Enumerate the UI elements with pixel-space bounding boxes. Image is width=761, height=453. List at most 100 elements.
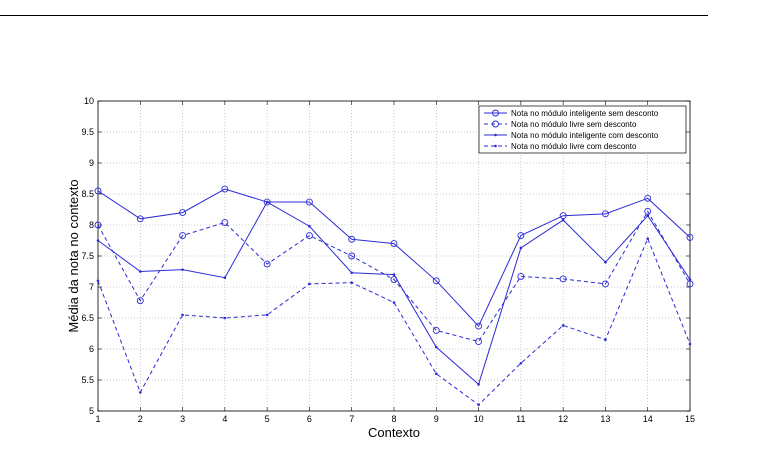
data-point [604, 338, 607, 342]
data-point [601, 280, 609, 288]
y-tick-label: 5.5 [81, 375, 94, 385]
data-point [644, 207, 652, 215]
series-3 [96, 200, 692, 386]
y-tick-label: 5 [89, 406, 94, 416]
series-layer [94, 185, 694, 407]
data-point [136, 215, 144, 223]
x-tick-label: 14 [643, 414, 653, 424]
data-point [686, 233, 694, 241]
data-point [350, 281, 354, 284]
legend-box [478, 105, 687, 154]
data-point [477, 383, 480, 386]
series-line [97, 237, 691, 406]
x-tick-label: 11 [516, 414, 525, 424]
legend-marker [492, 109, 499, 117]
y-tick-label: 9 [89, 158, 94, 168]
x-tick-label: 15 [685, 414, 695, 424]
legend-entry: Nota no módulo inteligente sem desconto [511, 109, 659, 118]
series-line [97, 210, 691, 343]
series-2 [94, 207, 694, 346]
data-point [559, 212, 567, 220]
x-tick-label: 12 [558, 414, 568, 424]
data-point [305, 198, 313, 206]
data-point [434, 345, 438, 349]
data-point [475, 338, 483, 346]
data-point [138, 270, 142, 273]
x-tick-label: 2 [138, 414, 143, 424]
data-point [519, 361, 523, 365]
x-tick-label: 9 [434, 414, 439, 424]
series-4 [96, 237, 692, 407]
data-point [223, 276, 227, 280]
data-point [221, 185, 229, 193]
data-point [561, 324, 565, 327]
data-point [604, 260, 607, 264]
y-tick-label: 6.5 [81, 313, 94, 323]
y-tick-label: 6 [89, 344, 94, 354]
x-axis-label: Contexto [368, 425, 420, 440]
y-tick-label: 7 [89, 282, 94, 292]
legend-entry: Nota no módulo inteligente com desconto [511, 131, 659, 140]
data-point [646, 237, 650, 240]
data-point [601, 210, 609, 218]
y-tick-label: 8.5 [81, 189, 94, 199]
x-tick-label: 1 [95, 414, 100, 424]
data-point [392, 273, 396, 276]
data-point [348, 252, 356, 260]
data-point [559, 275, 567, 283]
legend-marker [494, 133, 497, 137]
data-point [179, 209, 187, 217]
data-point [181, 268, 184, 271]
data-point [179, 232, 187, 239]
data-point [136, 297, 144, 305]
data-point [686, 280, 694, 288]
data-point [432, 277, 440, 285]
y-axis-label: Média da nota no contexto [66, 179, 81, 332]
x-tick-label: 13 [600, 414, 610, 424]
data-point [688, 342, 692, 346]
legend-entry: Nota no módulo livre com desconto [511, 142, 637, 151]
data-point [517, 273, 525, 280]
data-point [263, 260, 271, 268]
x-tick-label: 3 [180, 414, 185, 424]
legend-marker [492, 120, 499, 128]
data-point [477, 403, 480, 407]
x-tick-label: 6 [307, 414, 312, 424]
data-point [308, 282, 311, 286]
data-point [94, 187, 102, 195]
data-point [519, 246, 523, 250]
data-point [308, 224, 311, 228]
top-rule [0, 15, 708, 16]
x-tick-label: 10 [474, 414, 484, 424]
x-tick-label: 5 [265, 414, 270, 424]
data-point [263, 198, 271, 206]
data-point [96, 279, 100, 283]
data-point [432, 326, 440, 334]
x-tick-label: 8 [391, 414, 396, 424]
data-point [646, 214, 650, 217]
y-tick-label: 8 [89, 220, 94, 230]
data-point [390, 240, 398, 248]
data-point [392, 301, 396, 304]
data-point [265, 200, 269, 204]
data-point [96, 239, 100, 242]
y-tick-label: 10 [84, 96, 94, 106]
data-point [475, 322, 483, 330]
y-tick-label: 7.5 [81, 251, 94, 261]
data-point [434, 372, 438, 376]
data-point [561, 218, 565, 222]
data-point [644, 194, 652, 202]
data-point [138, 391, 142, 394]
data-point [181, 313, 184, 317]
x-tick-label: 4 [222, 414, 227, 424]
data-point [94, 221, 102, 229]
legend: Nota no módulo inteligente sem desconto N… [478, 105, 687, 154]
x-axis: 1 2 3 4 5 6 7 8 9 10 11 12 13 14 15 [95, 101, 695, 424]
data-point [265, 313, 269, 317]
data-point [221, 219, 229, 226]
legend-marker [494, 144, 497, 148]
data-point [350, 271, 354, 275]
data-point [223, 316, 227, 320]
series-line [97, 188, 691, 327]
